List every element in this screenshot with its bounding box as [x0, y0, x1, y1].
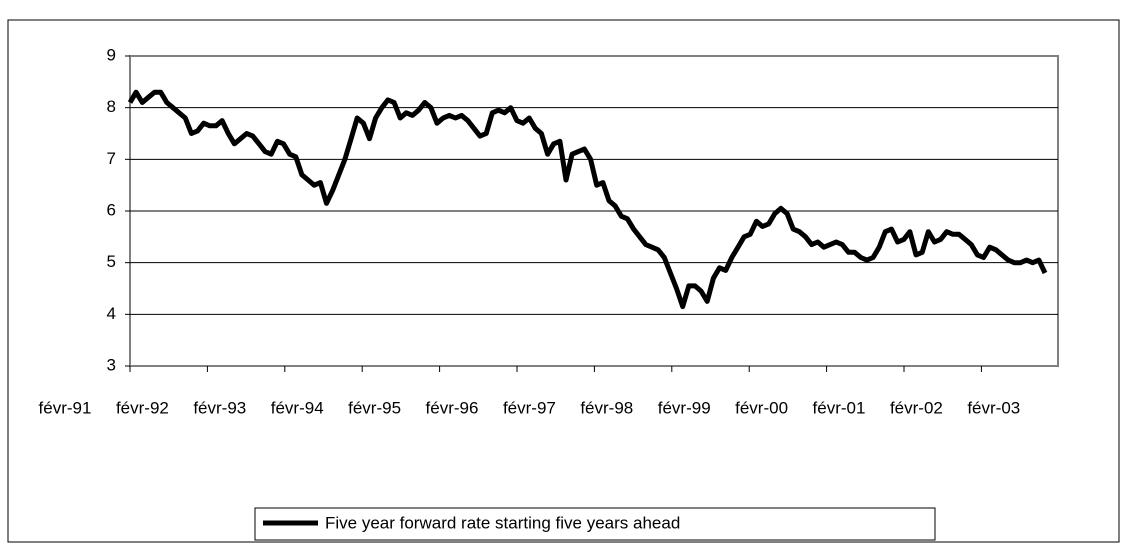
data-line — [127, 89, 1048, 310]
x-tick-label: févr-02 — [890, 398, 943, 417]
chart-frame — [7, 19, 1120, 543]
legend-label: Five year forward rate starting five yea… — [325, 513, 680, 532]
x-tick-label: févr-91 — [39, 398, 92, 417]
y-tick-label: 3 — [107, 355, 116, 374]
legend — [254, 507, 936, 541]
x-tick-label: févr-97 — [503, 398, 556, 417]
x-tick-label: févr-00 — [735, 398, 788, 417]
y-tick-label: 5 — [107, 252, 116, 271]
x-tick-label: févr-01 — [813, 398, 866, 417]
y-tick-label: 6 — [107, 200, 116, 219]
y-tick-label: 9 — [107, 45, 116, 64]
y-tick-label: 8 — [107, 97, 116, 116]
x-tick-label: févr-92 — [116, 398, 169, 417]
y-tick-label: 7 — [107, 149, 116, 168]
x-tick-label: févr-93 — [193, 398, 246, 417]
x-tick-label: févr-99 — [658, 398, 711, 417]
x-tick-label: févr-03 — [967, 398, 1020, 417]
x-tick-label: févr-96 — [426, 398, 479, 417]
y-tick-label: 4 — [107, 304, 116, 323]
x-tick-label: févr-98 — [580, 398, 633, 417]
x-tick-label: févr-94 — [271, 398, 324, 417]
x-tick-label: févr-95 — [348, 398, 401, 417]
